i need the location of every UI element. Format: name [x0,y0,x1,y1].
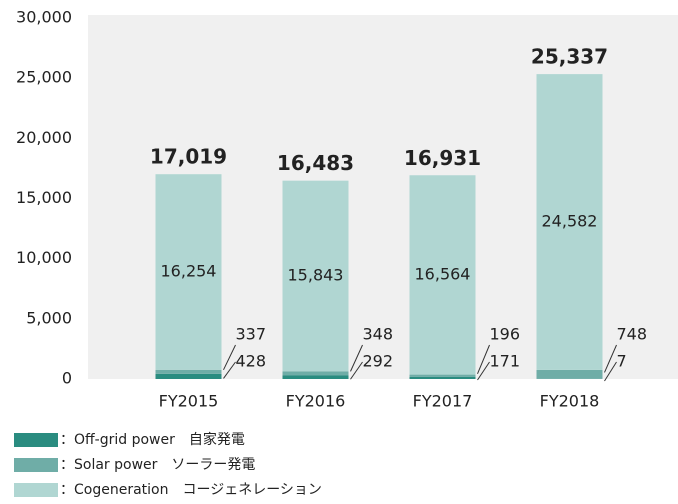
bar-segment [155,174,222,370]
legend-label: ：Cogeneration コージェネレーション [60,482,322,498]
bar-segment [155,373,222,379]
leader-line [477,361,490,381]
data-label: 171 [490,352,521,371]
x-tick-label: FY2018 [540,392,600,411]
bar-segment [536,369,603,379]
bar-segment [409,376,476,379]
leader-line [604,344,617,373]
legend-swatch [14,458,58,472]
x-tick-label: FY2015 [159,392,219,411]
total-label: 25,337 [531,45,608,69]
data-label: 196 [490,325,521,344]
leader-line [350,344,363,372]
x-tick-label: FY2016 [286,392,346,411]
data-label: 16,564 [415,264,471,283]
data-label: 428 [236,352,267,371]
legend-swatch [14,433,58,447]
y-tick-label: 10,000 [16,248,72,267]
y-tick-label: 15,000 [16,188,72,207]
leader-line [223,344,236,371]
leader-line [477,344,490,374]
bar-segment [155,369,222,374]
bar-segment [282,371,349,376]
bar-segment [536,74,603,370]
data-label: 292 [363,352,394,371]
data-label: 16,254 [161,261,217,280]
y-tick-label: 25,000 [16,68,72,87]
total-label: 17,019 [150,145,227,169]
data-label: 24,582 [542,212,598,231]
total-label: 16,931 [404,146,481,170]
y-tick-label: 0 [62,369,72,388]
data-label: 748 [617,325,648,344]
bar-segment [409,374,476,377]
legend-label: ：Solar power ソーラー発電 [60,457,255,473]
total-label: 16,483 [277,151,354,175]
data-label: 7 [617,352,627,371]
bar-segment [282,375,349,379]
leader-line [604,361,617,382]
y-tick-label: 20,000 [16,128,72,147]
legend-swatch [14,483,58,497]
leader-line [223,361,236,379]
leader-line [350,361,363,380]
bar-segment [409,175,476,375]
data-label: 337 [236,325,267,344]
y-tick-label: 30,000 [16,8,72,27]
bar-segment [282,180,349,372]
legend-label: ：Off-grid power 自家発電 [60,431,245,448]
x-tick-label: FY2017 [413,392,473,411]
data-label: 348 [363,325,394,344]
data-label: 15,843 [288,265,344,284]
y-tick-label: 5,000 [26,308,72,327]
